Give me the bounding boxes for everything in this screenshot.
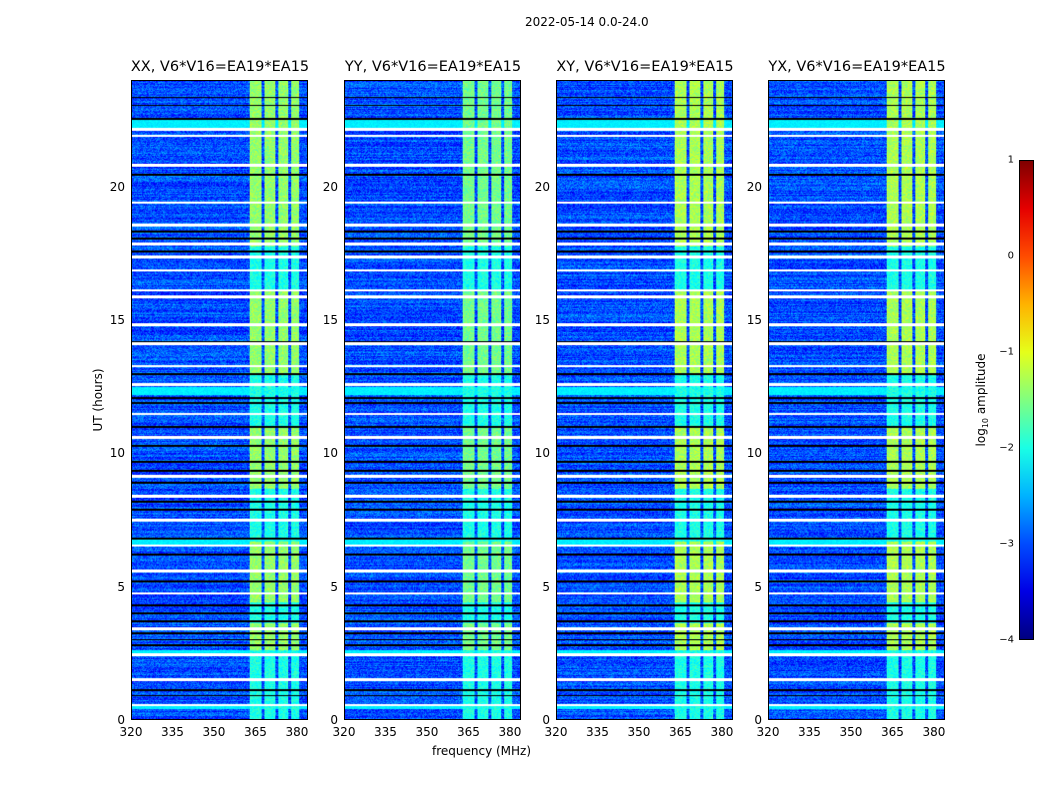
colorbar-tick-label: −3 (999, 538, 1014, 550)
x-tick-label: 350 (627, 725, 651, 739)
y-tick-label: 0 (542, 713, 550, 727)
y-tick-label: 20 (322, 179, 338, 194)
y-tick-label: 10 (534, 446, 550, 461)
y-tick-label: 0 (117, 713, 125, 727)
y-tick-label: 20 (746, 179, 762, 194)
y-tick-label: 15 (322, 313, 338, 327)
colorbar-tick-label: −4 (999, 634, 1014, 646)
figure-title: 2022-05-14 0.0-24.0 (525, 15, 649, 29)
x-axis-label: frequency (MHz) (432, 744, 532, 758)
colorbar-label-sub: 10 (981, 417, 991, 429)
panel-title-xy: XY, V6*V16=EA19*EA15 (556, 59, 734, 75)
x-tick-label: 380 (922, 725, 946, 739)
y-tick-label: 5 (117, 579, 125, 594)
y-tick-label: 10 (322, 446, 338, 461)
y-tick-label: 20 (109, 179, 125, 194)
x-tick-label: 350 (839, 725, 863, 739)
y-tick-label: 0 (330, 713, 338, 727)
colorbar-tick-label: −2 (999, 442, 1014, 454)
colorbar-label-rest: amplitude (973, 353, 988, 418)
x-tick-label: 365 (669, 725, 692, 739)
y-tick-label: 10 (109, 446, 125, 461)
x-tick-label: 320 (119, 725, 143, 739)
x-tick-label: 335 (798, 725, 821, 739)
y-tick-label: 0 (754, 713, 762, 727)
y-tick-label: 20 (534, 179, 550, 194)
x-tick-label: 335 (161, 725, 184, 739)
x-tick-label: 350 (202, 725, 226, 739)
y-tick-label: 5 (754, 579, 762, 594)
x-tick-label: 380 (498, 725, 522, 739)
x-tick-label: 380 (285, 725, 309, 739)
x-tick-label: 335 (586, 725, 609, 739)
x-tick-label: 380 (710, 725, 734, 739)
heatmap-xx (131, 80, 308, 720)
colorbar-tick-label: 1 (1007, 154, 1014, 166)
colorbar-label: log10 amplitude (974, 354, 990, 447)
colorbar-label-log: log (973, 428, 988, 447)
y-tick-label: 15 (109, 313, 125, 327)
y-tick-label: 15 (746, 313, 762, 327)
y-axis-label: UT (hours) (91, 368, 105, 432)
x-tick-label: 365 (457, 725, 480, 739)
y-tick-label: 5 (330, 579, 338, 594)
colorbar (1019, 160, 1034, 640)
heatmap-yx (768, 80, 945, 720)
y-tick-label: 10 (746, 446, 762, 461)
panel-title-xx: XX, V6*V16=EA19*EA15 (130, 59, 310, 75)
y-tick-label: 15 (534, 313, 550, 327)
x-tick-label: 335 (374, 725, 397, 739)
heatmap-yy (344, 80, 521, 720)
x-tick-label: 320 (756, 725, 780, 739)
x-tick-label: 350 (415, 725, 439, 739)
heatmap-canvas-xy (557, 81, 732, 719)
heatmap-xy (556, 80, 733, 720)
panel-title-yy: YY, V6*V16=EA19*EA15 (344, 59, 522, 75)
colorbar-tick-label: 0 (1007, 250, 1014, 262)
heatmap-canvas-xx (132, 81, 307, 719)
heatmap-canvas-yy (345, 81, 520, 719)
x-tick-label: 365 (244, 725, 267, 739)
x-tick-label: 320 (544, 725, 568, 739)
heatmap-canvas-yx (769, 81, 944, 719)
y-tick-label: 5 (542, 579, 550, 594)
colorbar-tick-label: −1 (999, 346, 1014, 358)
panel-title-yx: YX, V6*V16=EA19*EA15 (768, 59, 946, 75)
x-tick-label: 365 (881, 725, 904, 739)
x-tick-label: 320 (332, 725, 356, 739)
